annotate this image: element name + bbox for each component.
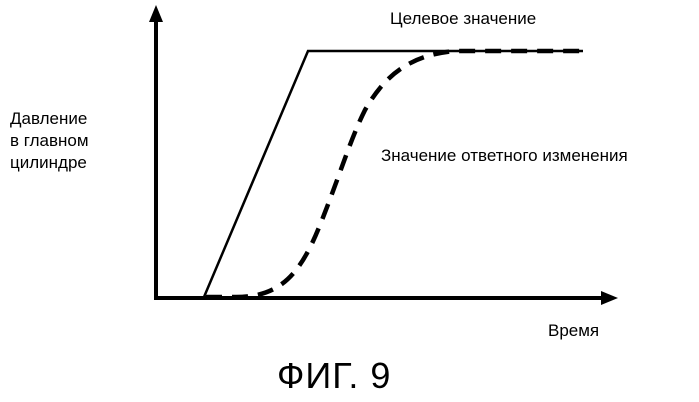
response-value-curve [206, 48, 583, 300]
y-axis-label-line-3: цилиндре [10, 153, 87, 172]
y-axis-label-line-2: в главном [10, 131, 89, 150]
x-axis-label: Время [548, 321, 600, 340]
response-value-label: Значение ответного изменения [381, 146, 628, 165]
y-axis-label-line-1: Давление [10, 109, 88, 128]
target-value-label: Целевое значение [390, 9, 537, 28]
y-axis-arrowhead [149, 5, 163, 22]
target-value-curve [202, 49, 583, 298]
x-axis-arrowhead [601, 291, 618, 305]
figure-caption: ФИГ. 9 [277, 355, 392, 396]
y-axis-label: Давление в главном цилиндре [10, 108, 89, 174]
